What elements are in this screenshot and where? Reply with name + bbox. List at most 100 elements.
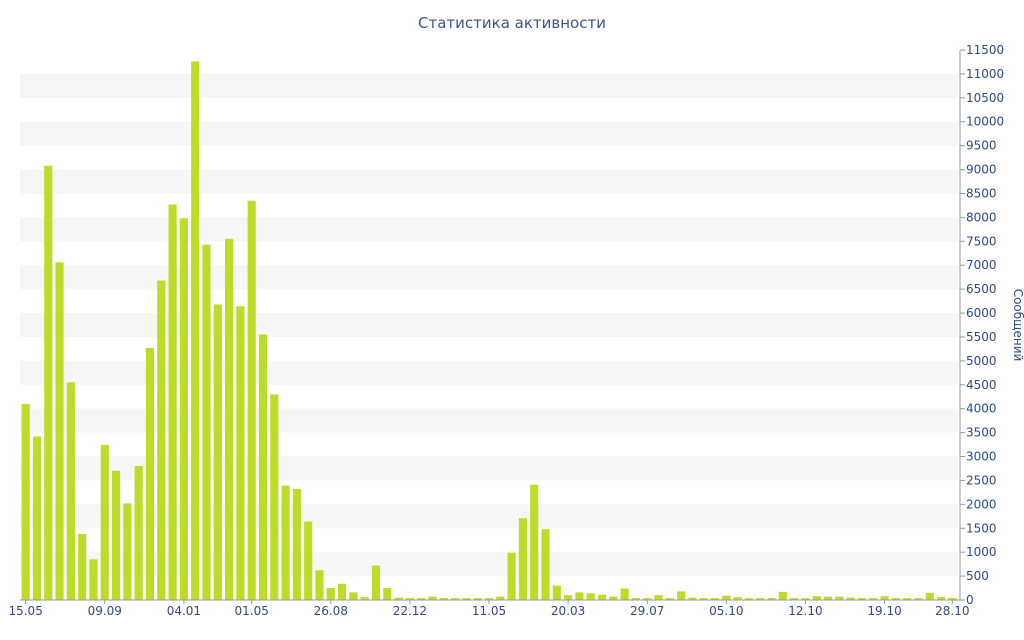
x-tick-label: 11.05	[472, 604, 506, 618]
bar[interactable]	[530, 484, 539, 600]
bar[interactable]	[835, 596, 844, 600]
bar[interactable]	[304, 521, 313, 600]
bar[interactable]	[168, 204, 177, 601]
bar[interactable]	[247, 200, 256, 600]
bar[interactable]	[462, 598, 471, 600]
y-tick-label: 6000	[966, 306, 997, 320]
bar[interactable]	[869, 598, 878, 600]
bar[interactable]	[677, 591, 686, 600]
chart-title: Статистика активности	[418, 14, 606, 32]
bar[interactable]	[202, 244, 211, 600]
bar[interactable]	[473, 598, 482, 600]
bar[interactable]	[722, 595, 731, 600]
bar[interactable]	[349, 592, 358, 600]
bar[interactable]	[654, 595, 663, 600]
bar[interactable]	[315, 570, 324, 600]
bar[interactable]	[665, 598, 674, 600]
bar[interactable]	[66, 382, 75, 600]
bar[interactable]	[484, 598, 494, 600]
x-axis: 15.05 09.09 04.01 01.05 26.08 22.12 11.05 20.03…	[8, 599, 970, 618]
bar[interactable]	[891, 598, 900, 600]
bar[interactable]	[179, 218, 188, 600]
bar[interactable]	[157, 280, 166, 600]
bar[interactable]	[586, 593, 595, 600]
bar[interactable]	[100, 445, 109, 600]
bar[interactable]	[134, 466, 143, 600]
bar[interactable]	[846, 597, 855, 600]
bar[interactable]	[55, 262, 64, 600]
x-tick-label: 19.10	[867, 604, 901, 618]
bar[interactable]	[338, 583, 347, 600]
grid-band	[20, 169, 958, 194]
bar[interactable]	[281, 485, 290, 600]
bar[interactable]	[643, 598, 652, 600]
x-tick-label: 28.10	[935, 604, 969, 618]
bar[interactable]	[631, 598, 640, 600]
y-tick-label: 2000	[966, 497, 997, 511]
bar[interactable]	[258, 334, 268, 600]
bar[interactable]	[710, 598, 720, 600]
bar[interactable]	[213, 304, 222, 600]
y-tick-label: 10500	[966, 91, 1004, 105]
bar[interactable]	[744, 598, 753, 600]
bar[interactable]	[903, 598, 912, 600]
bar[interactable]	[767, 598, 776, 600]
bar[interactable]	[733, 597, 742, 600]
bar[interactable]	[575, 592, 584, 600]
bar[interactable]	[451, 598, 460, 600]
bar[interactable]	[936, 597, 946, 600]
grid-band	[20, 121, 958, 146]
bar[interactable]	[439, 598, 448, 600]
bar[interactable]	[394, 597, 403, 600]
bar[interactable]	[371, 565, 381, 600]
bar[interactable]	[948, 598, 957, 600]
bar[interactable]	[564, 595, 573, 600]
bar[interactable]	[518, 518, 527, 600]
bar[interactable]	[360, 597, 369, 600]
y-tick-label: 5000	[966, 354, 997, 368]
bar[interactable]	[880, 596, 889, 600]
bar[interactable]	[292, 489, 301, 600]
bar[interactable]	[383, 588, 392, 600]
bar[interactable]	[111, 470, 121, 600]
bar[interactable]	[417, 598, 426, 600]
bar[interactable]	[541, 529, 550, 600]
bar[interactable]	[405, 598, 414, 600]
bar[interactable]	[699, 598, 708, 600]
bar[interactable]	[823, 596, 833, 600]
bar[interactable]	[688, 597, 697, 600]
bar[interactable]	[790, 598, 799, 600]
bar[interactable]	[32, 436, 42, 600]
bar[interactable]	[507, 552, 516, 600]
bar[interactable]	[428, 596, 437, 600]
bar[interactable]	[609, 596, 618, 600]
x-tick-label: 22.12	[393, 604, 427, 618]
bar[interactable]	[21, 403, 30, 600]
bar[interactable]	[270, 394, 279, 600]
y-tick-label: 4500	[966, 378, 997, 392]
x-tick-label: 29.07	[630, 604, 664, 618]
bar[interactable]	[756, 598, 765, 600]
bar[interactable]	[225, 238, 234, 600]
bar[interactable]	[597, 594, 607, 600]
bar[interactable]	[778, 591, 787, 600]
x-tick-label: 05.10	[709, 604, 743, 618]
bar[interactable]	[89, 559, 98, 600]
bar[interactable]	[857, 598, 867, 600]
bar[interactable]	[236, 306, 245, 600]
grid-band	[20, 73, 958, 98]
bar[interactable]	[801, 598, 810, 600]
bar[interactable]	[78, 534, 87, 600]
bar[interactable]	[145, 347, 155, 600]
bar[interactable]	[44, 165, 53, 601]
bar[interactable]	[326, 588, 335, 600]
bar[interactable]	[620, 588, 629, 600]
bar[interactable]	[552, 585, 561, 600]
bar[interactable]	[191, 61, 200, 601]
y-axis: 0 500 1000 1500 2000 2500 3000 3500 4000 4500 5000…	[959, 43, 1004, 607]
bar[interactable]	[496, 596, 505, 600]
bar[interactable]	[925, 592, 934, 600]
bar[interactable]	[123, 503, 132, 600]
bar[interactable]	[812, 596, 821, 600]
bar[interactable]	[914, 598, 923, 600]
